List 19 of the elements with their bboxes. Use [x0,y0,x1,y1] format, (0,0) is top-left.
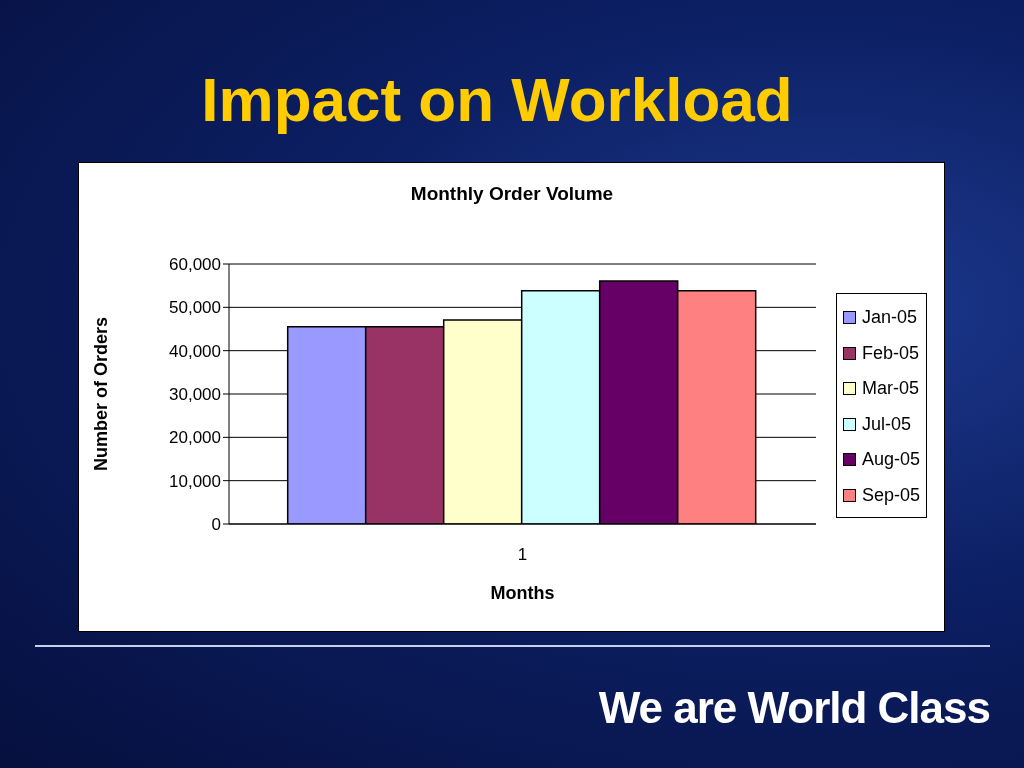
y-tick-label: 0 [211,515,221,535]
chart-title: Impact on Workload [200,64,794,136]
y-axis-title: Number of Orders [91,316,112,472]
legend-label: Sep-05 [862,484,921,506]
y-tick-label: 40,000 [169,341,221,361]
legend-label: Mar-05 [862,378,920,400]
legend-label: Feb-05 [862,342,920,364]
y-tick-label: 50,000 [169,298,221,318]
y-tick-label: 10,000 [169,471,221,491]
x-tick-label: 1 [517,545,528,565]
legend-label: Aug-05 [862,449,921,471]
text: We are World Class [598,682,990,734]
x-axis-title: Months [490,582,555,603]
y-tick-label: 30,000 [169,385,221,405]
y-tick-label: 60,000 [169,255,221,275]
legend-label: Jan-05 [862,307,918,329]
legend-label: Jul-05 [862,413,912,435]
y-tick-label: 20,000 [169,428,221,448]
chart-subtitle: Monthly Order Volume [409,183,615,205]
